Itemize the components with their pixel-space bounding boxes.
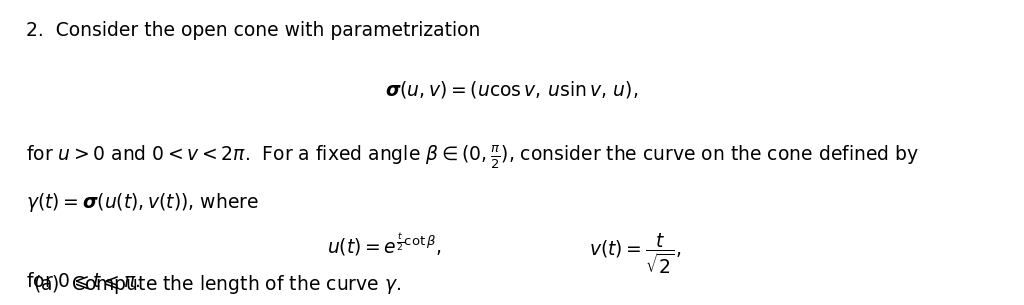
Text: (a)  Compute the length of the curve $\gamma$.: (a) Compute the length of the curve $\ga… <box>33 274 401 296</box>
Text: $v(t) = \dfrac{t}{\sqrt{2}},$: $v(t) = \dfrac{t}{\sqrt{2}},$ <box>589 232 681 276</box>
Text: $u(t) = e^{\frac{t}{2}\cot\beta},$: $u(t) = e^{\frac{t}{2}\cot\beta},$ <box>327 232 441 258</box>
Text: $\gamma(t) = \boldsymbol{\sigma}(u(t), v(t))$, where: $\gamma(t) = \boldsymbol{\sigma}(u(t), v… <box>26 191 258 214</box>
Text: 2.  Consider the open cone with parametrization: 2. Consider the open cone with parametri… <box>26 21 480 40</box>
Text: for $u > 0$ and $0 < v < 2\pi$.  For a fixed angle $\beta \in (0, \frac{\pi}{2}): for $u > 0$ and $0 < v < 2\pi$. For a fi… <box>26 143 919 171</box>
Text: for $0 \leqslant t \leqslant \pi$.: for $0 \leqslant t \leqslant \pi$. <box>26 270 140 291</box>
Text: $\boldsymbol{\sigma}(u, v) = (u\cos v,\, u\sin v,\, u),$: $\boldsymbol{\sigma}(u, v) = (u\cos v,\,… <box>385 79 639 100</box>
